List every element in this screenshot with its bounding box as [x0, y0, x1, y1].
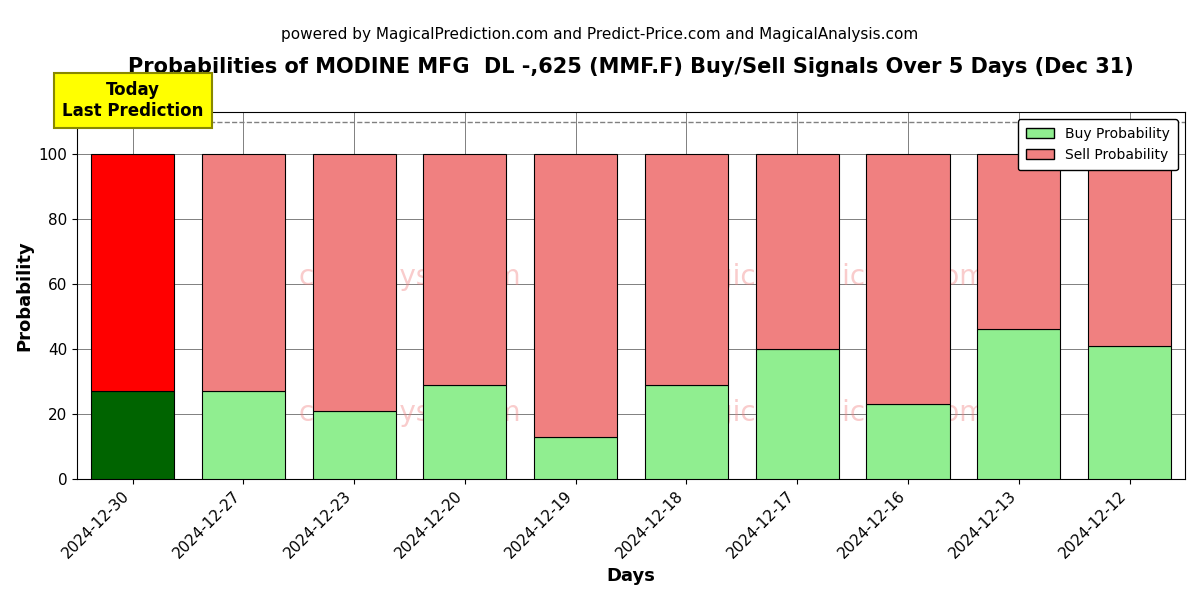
Bar — [756, 154, 839, 349]
Text: calAnalysis.com: calAnalysis.com — [298, 263, 521, 291]
Bar — [424, 385, 506, 479]
Bar — [534, 437, 617, 479]
X-axis label: Days: Days — [607, 567, 655, 585]
Legend: Buy Probability, Sell Probability: Buy Probability, Sell Probability — [1018, 119, 1178, 170]
Bar — [91, 154, 174, 391]
Bar — [312, 410, 396, 479]
Bar — [644, 385, 728, 479]
Bar — [1088, 346, 1171, 479]
Bar — [91, 391, 174, 479]
Bar — [534, 154, 617, 437]
Bar — [977, 154, 1061, 329]
Text: MagicalPrediction.com: MagicalPrediction.com — [674, 263, 986, 291]
Bar — [977, 329, 1061, 479]
Text: powered by MagicalPrediction.com and Predict-Price.com and MagicalAnalysis.com: powered by MagicalPrediction.com and Pre… — [281, 27, 919, 42]
Bar — [644, 154, 728, 385]
Bar — [756, 349, 839, 479]
Bar — [202, 391, 284, 479]
Bar — [866, 154, 949, 404]
Bar — [866, 404, 949, 479]
Text: Today
Last Prediction: Today Last Prediction — [62, 81, 203, 120]
Text: MagicalPrediction.com: MagicalPrediction.com — [674, 399, 986, 427]
Bar — [312, 154, 396, 410]
Bar — [424, 154, 506, 385]
Title: Probabilities of MODINE MFG  DL -,625 (MMF.F) Buy/Sell Signals Over 5 Days (Dec : Probabilities of MODINE MFG DL -,625 (MM… — [128, 57, 1134, 77]
Y-axis label: Probability: Probability — [14, 240, 32, 351]
Bar — [1088, 154, 1171, 346]
Bar — [202, 154, 284, 391]
Text: calAnalysis.com: calAnalysis.com — [298, 399, 521, 427]
